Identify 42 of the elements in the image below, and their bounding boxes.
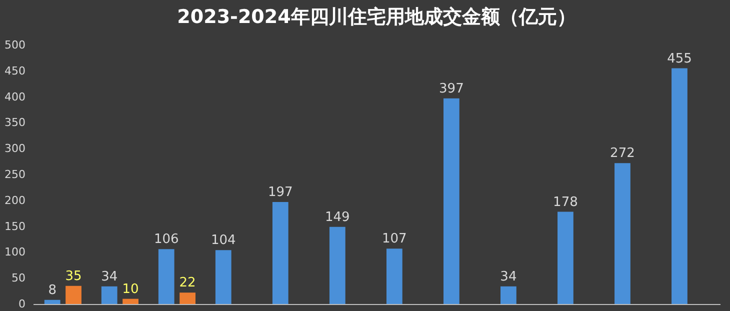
data-label: 106 <box>154 232 179 248</box>
y-tick-label: 350 <box>4 116 26 130</box>
data-label: 197 <box>268 184 293 200</box>
data-label: 272 <box>610 146 635 162</box>
y-tick-label: 250 <box>4 168 26 181</box>
data-label: 35 <box>65 268 82 284</box>
data-label: 107 <box>382 232 407 247</box>
y-tick-label: 300 <box>4 142 26 156</box>
data-label: 455 <box>667 51 692 66</box>
bar <box>272 202 288 304</box>
y-tick-label: 0 <box>18 298 26 310</box>
bar <box>122 298 138 304</box>
bar <box>180 292 196 304</box>
data-label: 22 <box>179 276 196 291</box>
bar <box>443 98 460 304</box>
y-tick-label: 500 <box>4 38 26 52</box>
bar <box>614 163 630 304</box>
y-tick-label: 450 <box>4 64 26 78</box>
data-label: 34 <box>101 269 118 284</box>
data-label: 149 <box>324 210 350 225</box>
y-tick-label: 50 <box>12 272 26 285</box>
data-label: 104 <box>210 233 236 248</box>
data-label: 397 <box>439 81 464 96</box>
bar <box>386 248 402 304</box>
bar <box>66 286 82 304</box>
data-label: 34 <box>500 269 517 284</box>
data-label: 10 <box>122 282 139 297</box>
y-tick-label: 400 <box>4 90 26 104</box>
bar <box>558 212 574 304</box>
y-tick-label: 200 <box>4 194 26 207</box>
chart-title: 2023-2024年四川住宅用地成交金额（亿元） <box>177 6 576 28</box>
bar <box>101 286 118 304</box>
bar <box>44 300 60 304</box>
data-label: 178 <box>553 194 578 210</box>
bar <box>158 249 174 304</box>
bar <box>215 250 232 304</box>
y-tick-label: 100 <box>4 246 26 259</box>
bar <box>672 68 688 304</box>
data-label: 8 <box>48 282 56 298</box>
bar <box>329 226 346 304</box>
y-tick-label: 150 <box>4 220 26 233</box>
bar <box>500 286 516 304</box>
